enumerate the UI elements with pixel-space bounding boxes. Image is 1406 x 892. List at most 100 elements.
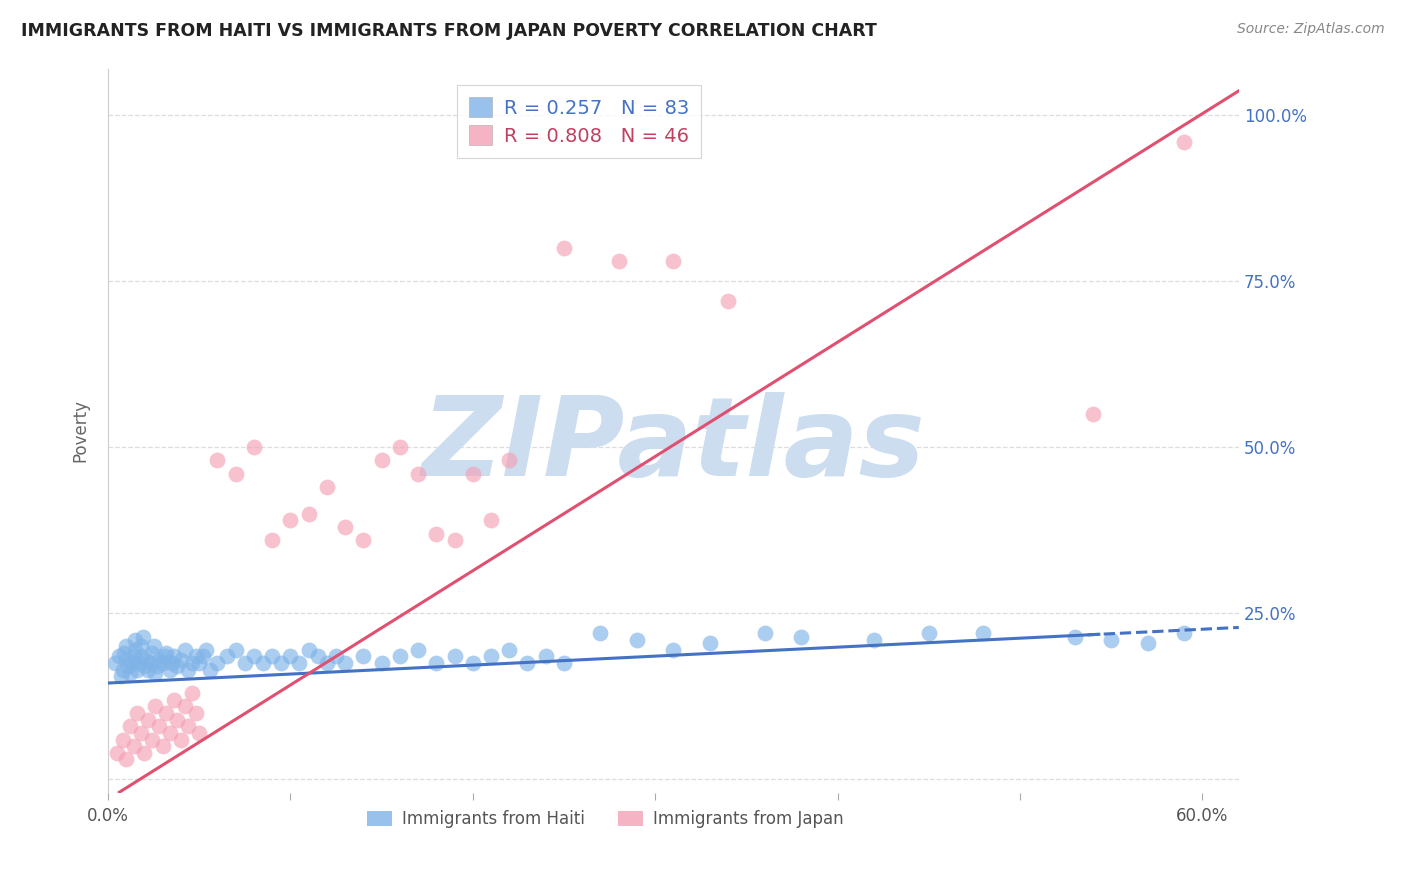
Point [163, 692, 186, 706]
Point [297, 507, 319, 521]
Point [163, 649, 186, 664]
Point [145, 699, 167, 714]
Legend: Immigrants from Haiti, Immigrants from Japan: Immigrants from Haiti, Immigrants from J… [360, 804, 851, 835]
Point [607, 254, 630, 268]
Point [406, 642, 429, 657]
Point [136, 713, 159, 727]
Point [152, 656, 174, 670]
Point [443, 533, 465, 548]
Point [141, 646, 163, 660]
Point [479, 513, 502, 527]
Point [111, 663, 134, 677]
Point [207, 453, 229, 467]
Point [498, 453, 520, 467]
Text: IMMIGRANTS FROM HAITI VS IMMIGRANTS FROM JAPAN POVERTY CORRELATION CHART: IMMIGRANTS FROM HAITI VS IMMIGRANTS FROM… [21, 22, 877, 40]
Point [243, 440, 266, 454]
Point [180, 686, 202, 700]
Point [104, 656, 127, 670]
Point [146, 659, 169, 673]
Point [124, 632, 146, 647]
Point [110, 669, 132, 683]
Point [134, 659, 156, 673]
Point [105, 746, 128, 760]
Point [188, 656, 211, 670]
Point [225, 467, 247, 481]
Point [177, 719, 200, 733]
Point [863, 632, 886, 647]
Point [1173, 626, 1195, 640]
Point [280, 649, 302, 664]
Text: Source: ZipAtlas.com: Source: ZipAtlas.com [1237, 22, 1385, 37]
Point [170, 653, 193, 667]
Point [166, 659, 188, 673]
Point [180, 656, 202, 670]
Point [127, 663, 149, 677]
Point [252, 656, 274, 670]
Point [297, 642, 319, 657]
Point [145, 666, 167, 681]
Point [754, 626, 776, 640]
Point [243, 649, 266, 664]
Point [325, 649, 347, 664]
Point [388, 649, 411, 664]
Point [315, 656, 337, 670]
Point [111, 732, 134, 747]
Point [553, 241, 575, 255]
Point [122, 649, 145, 664]
Point [124, 642, 146, 657]
Point [207, 656, 229, 670]
Point [406, 467, 429, 481]
Point [717, 293, 740, 308]
Point [166, 713, 188, 727]
Point [195, 642, 218, 657]
Point [270, 656, 292, 670]
Point [155, 706, 177, 720]
Point [170, 732, 193, 747]
Point [516, 656, 538, 670]
Point [122, 739, 145, 753]
Point [173, 642, 195, 657]
Point [118, 666, 141, 681]
Point [370, 453, 392, 467]
Point [128, 656, 150, 670]
Point [662, 254, 685, 268]
Point [173, 699, 195, 714]
Point [129, 726, 152, 740]
Point [388, 440, 411, 454]
Point [790, 630, 813, 644]
Point [188, 726, 211, 740]
Point [177, 663, 200, 677]
Point [662, 642, 685, 657]
Point [589, 626, 612, 640]
Point [370, 656, 392, 670]
Point [280, 513, 302, 527]
Point [315, 480, 337, 494]
Point [129, 649, 152, 664]
Point [159, 726, 181, 740]
Point [225, 642, 247, 657]
Point [288, 656, 311, 670]
Point [148, 719, 170, 733]
Point [425, 526, 447, 541]
Point [1099, 632, 1122, 647]
Point [118, 719, 141, 733]
Point [135, 653, 157, 667]
Point [425, 656, 447, 670]
Point [117, 659, 139, 673]
Point [153, 649, 176, 664]
Point [333, 520, 356, 534]
Point [699, 636, 721, 650]
Point [108, 649, 131, 664]
Point [142, 640, 165, 654]
Point [972, 626, 994, 640]
Point [461, 656, 484, 670]
Point [112, 646, 135, 660]
Y-axis label: Poverty: Poverty [72, 399, 89, 462]
Point [160, 656, 183, 670]
Point [352, 649, 374, 664]
Point [534, 649, 557, 664]
Point [233, 656, 256, 670]
Point [262, 649, 284, 664]
Point [626, 632, 648, 647]
Point [479, 649, 502, 664]
